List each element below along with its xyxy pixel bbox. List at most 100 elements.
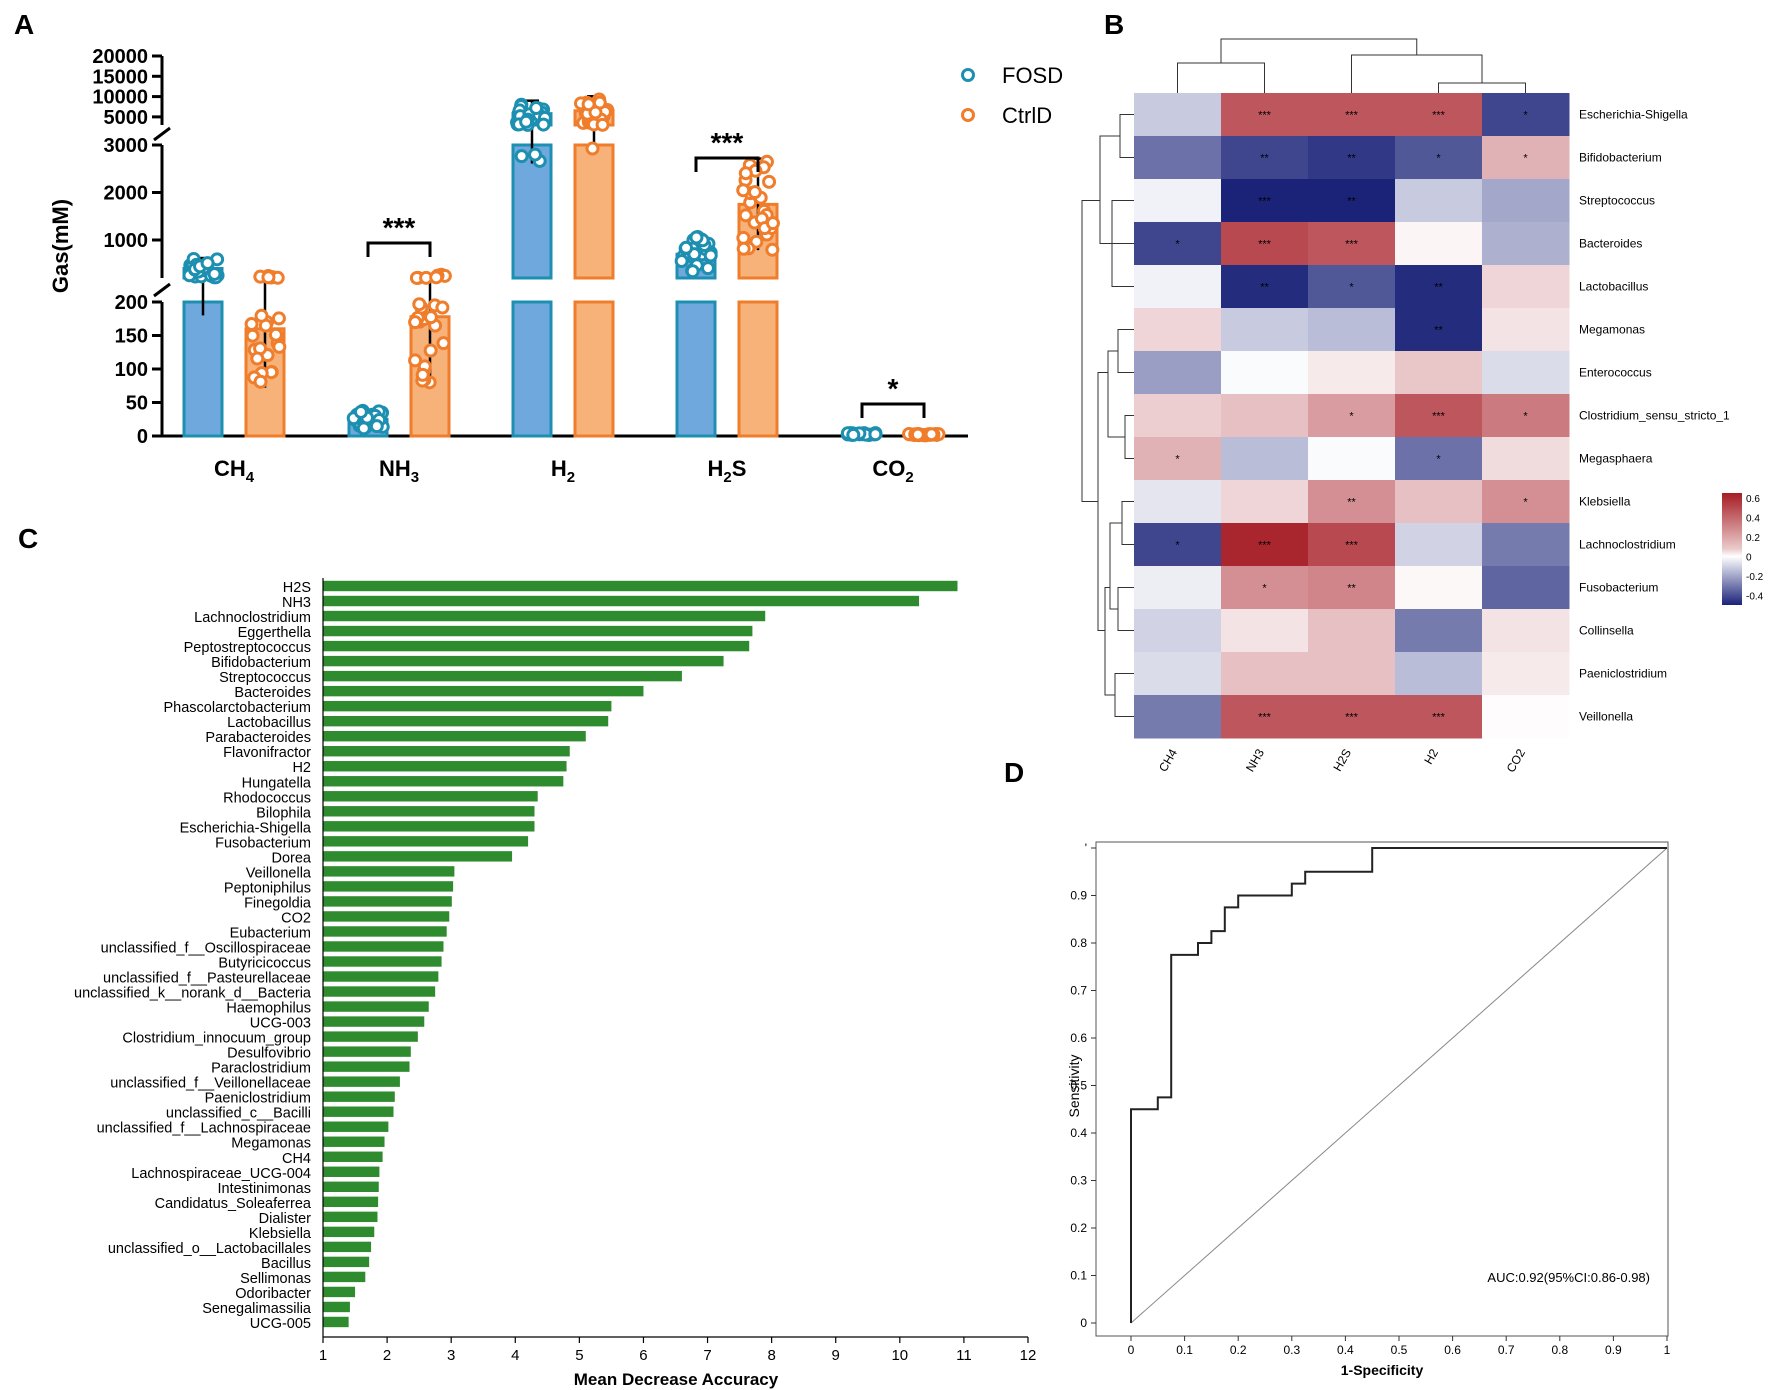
c-category-label: Parabacteroides xyxy=(205,730,311,746)
c-category-label: Bacteroides xyxy=(234,685,311,701)
b-row-dendrogram-branch xyxy=(1097,372,1108,631)
b-cell-star: ** xyxy=(1434,282,1443,294)
c-category-label: UCG-005 xyxy=(250,1316,311,1332)
a-y-tick-label: 100 xyxy=(115,359,148,381)
b-cell xyxy=(1221,394,1309,438)
c-category-label: Megamonas xyxy=(231,1136,311,1152)
a-bar-FOSD-H2 xyxy=(511,300,553,438)
c-bar xyxy=(323,1061,410,1072)
c-bar xyxy=(323,1046,411,1057)
c-bar xyxy=(323,881,454,892)
b-row-dendrogram-branch xyxy=(1107,350,1125,438)
b-cell xyxy=(1482,308,1570,352)
d-x-tick-label: 0.9 xyxy=(1605,1343,1622,1357)
b-cell-star: * xyxy=(1349,282,1354,294)
b-cell xyxy=(1134,136,1222,180)
b-colorbar-tick: 0.4 xyxy=(1746,513,1760,524)
a-bar-CtrlD-H2 xyxy=(573,143,615,280)
b-cell-star: ** xyxy=(1347,583,1356,595)
b-cell-star: * xyxy=(1175,540,1180,552)
b-cell xyxy=(1395,480,1483,524)
d-x-tick-label: 0 xyxy=(1128,1343,1135,1357)
c-category-label: Clostridium_innocuum_group xyxy=(122,1031,311,1047)
b-row-label: Veillonella xyxy=(1579,710,1633,724)
d-y-tick-label: 0.9 xyxy=(1070,889,1087,903)
a-point-FOSD xyxy=(868,427,883,442)
b-cell xyxy=(1221,437,1309,481)
a-point-FOSD xyxy=(700,261,715,276)
b-cell xyxy=(1134,523,1222,567)
a-bar-CtrlD-H2 xyxy=(573,300,615,438)
a-point-CtrlD xyxy=(244,317,259,332)
a-y-tick-label: 15000 xyxy=(92,66,148,88)
b-cell xyxy=(1308,609,1396,653)
b-row-label: Enterococcus xyxy=(1579,366,1652,380)
panel-a-gas-barchart: 0 50 100 150 200 1000 2000 3000 5000100001500020… xyxy=(48,46,1063,486)
a-significance-label: * xyxy=(888,373,899,404)
c-x-tick-label: 9 xyxy=(832,1347,840,1364)
b-cell-star: *** xyxy=(1345,239,1359,251)
c-category-label: Desulfovibrio xyxy=(227,1046,311,1062)
b-cell xyxy=(1308,652,1396,696)
b-cell xyxy=(1134,93,1222,137)
c-x-tick-label: 2 xyxy=(383,1347,391,1364)
c-category-label: Klebsiella xyxy=(249,1226,312,1242)
b-row-label: Fusobacterium xyxy=(1579,581,1658,595)
c-bar xyxy=(323,971,439,982)
c-category-label: unclassified_c__Bacilli xyxy=(166,1106,311,1122)
c-x-tick-label: 3 xyxy=(447,1347,455,1364)
b-cell xyxy=(1482,394,1570,438)
b-cell xyxy=(1134,394,1222,438)
a-point-CtrlD xyxy=(423,343,438,358)
b-cell-star: *** xyxy=(1258,239,1272,251)
c-bar xyxy=(323,1271,366,1283)
b-cell xyxy=(1482,179,1570,223)
b-cell xyxy=(1482,93,1570,137)
c-category-label: Butyricicoccus xyxy=(218,956,311,972)
b-col-label: H2 xyxy=(1421,746,1441,767)
b-cell-star: ** xyxy=(1347,196,1356,208)
a-point-CtrlD xyxy=(412,297,427,312)
b-cell xyxy=(1134,609,1222,653)
a-category-label-H2: H2 xyxy=(551,456,575,486)
a-point-CtrlD xyxy=(253,374,268,389)
b-cell xyxy=(1308,222,1396,266)
c-bar xyxy=(323,791,538,802)
b-cell xyxy=(1221,609,1309,653)
a-point-FOSD xyxy=(679,240,694,255)
b-row-label: Clostridium_sensu_stricto_1 xyxy=(1579,409,1730,423)
b-row-label: Megamonas xyxy=(1579,323,1645,337)
d-x-tick-label: 0.2 xyxy=(1230,1343,1247,1357)
b-cell xyxy=(1395,351,1483,395)
c-bar xyxy=(323,836,529,847)
a-point-CtrlD xyxy=(245,328,260,343)
d-x-axis-label: 1-Specificity xyxy=(1341,1362,1424,1378)
c-x-tick-label: 10 xyxy=(891,1347,908,1364)
c-category-label: Escherichia-Shigella xyxy=(180,820,312,836)
b-cell-star: ** xyxy=(1434,325,1443,337)
a-y-tick-label: 2000 xyxy=(104,183,149,205)
a-significance-bracket xyxy=(694,156,760,172)
a-point-CtrlD xyxy=(261,270,276,285)
a-point-CtrlD xyxy=(762,174,777,189)
a-point-FOSD xyxy=(369,419,384,434)
b-cell xyxy=(1134,480,1222,524)
b-cell xyxy=(1134,265,1222,309)
b-cell xyxy=(1482,609,1570,653)
b-cell xyxy=(1482,222,1570,266)
c-bar xyxy=(323,746,570,757)
a-significance-bracket xyxy=(366,241,432,257)
b-cell xyxy=(1221,265,1309,309)
a-point-CtrlD xyxy=(272,339,287,354)
a-point-FOSD xyxy=(353,404,368,419)
b-col-label: NH3 xyxy=(1243,746,1267,774)
c-bar xyxy=(323,1151,383,1162)
c-category-label: Sellimonas xyxy=(240,1271,311,1287)
b-cell xyxy=(1308,394,1396,438)
c-category-label: Bilophila xyxy=(256,805,312,821)
c-category-label: Paraclostridium xyxy=(211,1061,311,1077)
b-cell-star: *** xyxy=(1432,110,1446,122)
b-cell-star: * xyxy=(1262,583,1267,595)
d-x-tick-label: 0.7 xyxy=(1498,1343,1515,1357)
b-cell xyxy=(1482,652,1570,696)
